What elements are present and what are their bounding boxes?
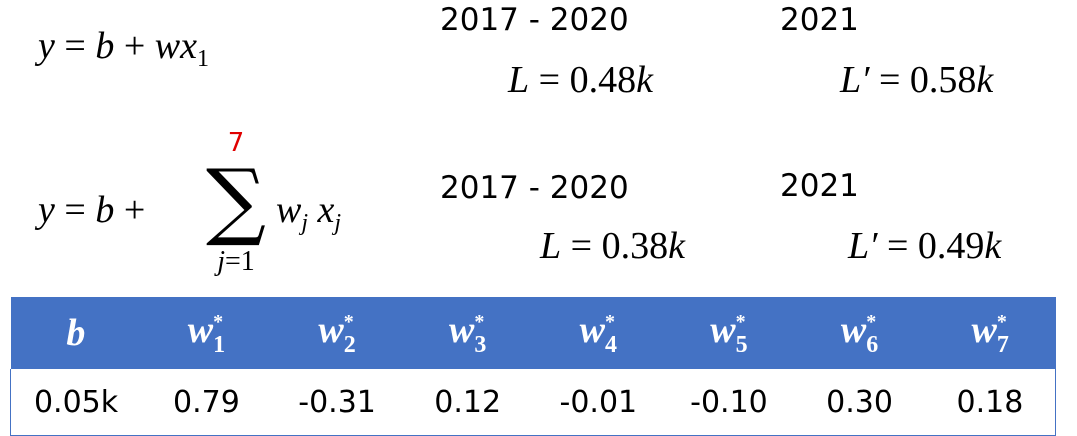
header-w5: w*5 (663, 297, 795, 369)
eq2-b: b (95, 189, 115, 231)
header-b: b (10, 297, 142, 369)
header-w4: w*4 (533, 297, 664, 369)
test-loss-1: L′ = 0.58k (840, 59, 994, 101)
value-w4: -0.01 (533, 369, 664, 436)
test-loss-unit: k (976, 59, 994, 101)
eq-b: b (95, 25, 115, 67)
eq2-x-subscript: j (334, 210, 342, 236)
train-loss-value: 0.38 (601, 225, 669, 267)
eq-w: w (154, 25, 181, 67)
test-loss-value: 0.49 (917, 225, 985, 267)
test-loss-value: 0.58 (909, 59, 977, 101)
header-w6: w*6 (794, 297, 925, 369)
eq-y: y (38, 25, 55, 67)
parameter-table: b w*1 w*2 w*3 w*4 w*5 w*6 w*7 0.05k 0.79… (10, 297, 1056, 436)
eq-x-subscript: 1 (196, 46, 209, 72)
eq-x: x (180, 25, 197, 67)
test-loss-symbol: L′ (848, 225, 878, 267)
test-year-label-1: 2021 (780, 2, 859, 38)
header-w2: w*2 (271, 297, 403, 369)
train-years-label-2: 2017 - 2020 (440, 170, 629, 206)
sum-start: 1 (240, 246, 255, 277)
value-w1: 0.79 (141, 369, 272, 436)
test-loss-unit: k (984, 225, 1002, 267)
sum-lower-limit: j=1 (217, 246, 255, 277)
summation: 7 ∑ j=1 (196, 128, 276, 288)
train-loss-symbol: L (540, 225, 562, 267)
test-loss-symbol: L′ (840, 59, 870, 101)
header-w7: w*7 (924, 297, 1056, 369)
header-w3: w*3 (402, 297, 533, 369)
eq2-x: x (317, 189, 335, 231)
parameter-header-row: b w*1 w*2 w*3 w*4 w*5 w*6 w*7 (10, 297, 1056, 369)
sum-upper-limit: 7 (227, 128, 245, 158)
train-loss-value: 0.48 (569, 59, 637, 101)
sum-index: j (217, 246, 225, 277)
parameter-value-row: 0.05k 0.79 -0.31 0.12 -0.01 -0.10 0.30 0… (10, 369, 1056, 436)
train-loss-2: L = 0.38k (540, 225, 685, 267)
test-year-label-2: 2021 (780, 168, 859, 204)
equation-multi-feature-lhs: y = b + (38, 189, 146, 231)
value-w6: 0.30 (794, 369, 925, 436)
train-loss-unit: k (668, 225, 685, 267)
eq2-w: w (276, 189, 302, 231)
train-loss-unit: k (636, 59, 653, 101)
equation-multi-feature-rhs: wj xj (276, 188, 341, 237)
eq2-w-subscript: j (301, 210, 309, 236)
equation-linear-model: y = b + wx1 (38, 25, 209, 72)
sigma-icon: ∑ (206, 151, 266, 249)
value-w5: -0.10 (663, 369, 795, 436)
train-years-label-1: 2017 - 2020 (440, 2, 629, 38)
test-loss-2: L′ = 0.49k (848, 225, 1002, 267)
train-loss-1: L = 0.48k (508, 59, 653, 101)
value-w2: -0.31 (271, 369, 403, 436)
value-w3: 0.12 (402, 369, 533, 436)
eq2-y: y (38, 189, 55, 231)
value-b: 0.05k (10, 369, 142, 436)
train-loss-symbol: L (508, 59, 530, 101)
header-w1: w*1 (141, 297, 272, 369)
